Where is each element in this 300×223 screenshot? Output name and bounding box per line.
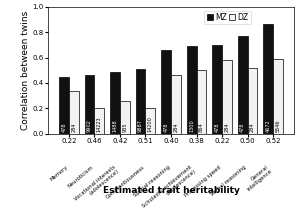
Text: 9887: 9887	[138, 119, 143, 132]
Bar	[120, 101, 130, 134]
Text: Neuroticism: Neuroticism	[67, 164, 94, 189]
Text: 284: 284	[173, 122, 178, 132]
Legend: MZ, DZ: MZ, DZ	[204, 10, 251, 24]
Text: 935: 935	[122, 122, 127, 132]
Y-axis label: Correlation between twins: Correlation between twins	[21, 11, 30, 130]
Bar	[161, 50, 171, 134]
Bar	[196, 70, 206, 134]
Text: 5546: 5546	[275, 119, 281, 132]
Text: 478: 478	[61, 122, 67, 132]
Bar	[171, 75, 181, 134]
Text: 864: 864	[199, 122, 204, 132]
Text: 478: 478	[164, 122, 169, 132]
Text: 1300: 1300	[189, 119, 194, 132]
Bar	[238, 36, 247, 134]
Bar	[212, 45, 222, 134]
Text: Processing speed: Processing speed	[184, 164, 222, 198]
Bar	[69, 91, 79, 134]
Bar	[85, 75, 94, 134]
Text: 4672: 4672	[266, 119, 271, 132]
Bar	[187, 46, 196, 134]
Text: 14200: 14200	[148, 116, 153, 132]
Bar	[146, 108, 155, 134]
Text: 478: 478	[215, 122, 220, 132]
Bar	[273, 59, 283, 134]
Text: 9902: 9902	[87, 119, 92, 132]
Text: Spatial reasoning: Spatial reasoning	[133, 164, 171, 198]
Text: General
intelligence: General intelligence	[242, 164, 273, 192]
Text: 1488: 1488	[112, 119, 118, 132]
Text: 14223: 14223	[97, 116, 102, 132]
Text: Conscientiousness: Conscientiousness	[105, 164, 146, 200]
Text: Memory: Memory	[49, 164, 69, 182]
Text: 284: 284	[250, 122, 255, 132]
Bar	[263, 25, 273, 134]
Bar	[94, 108, 104, 134]
Text: Verbal reasoning: Verbal reasoning	[210, 164, 248, 197]
Text: 284: 284	[71, 122, 76, 132]
Bar	[222, 60, 232, 134]
X-axis label: Estimated trait heritability: Estimated trait heritability	[103, 186, 239, 195]
Bar	[136, 69, 146, 134]
Bar	[59, 77, 69, 134]
Bar	[110, 72, 120, 134]
Text: 478: 478	[240, 122, 245, 132]
Text: 284: 284	[224, 122, 230, 132]
Bar	[248, 68, 257, 134]
Text: Scholastic achievement
(adolescence): Scholastic achievement (adolescence)	[141, 164, 196, 213]
Text: Vocational interests
(adolescence): Vocational interests (adolescence)	[73, 164, 120, 206]
